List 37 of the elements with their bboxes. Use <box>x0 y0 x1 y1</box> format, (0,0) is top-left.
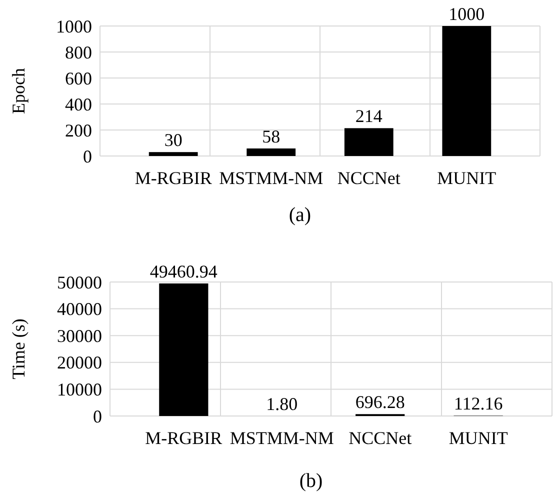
y-tick-label: 40000 <box>57 299 102 320</box>
x-tick-label: MSTMM-NM <box>219 168 324 188</box>
y-axis-title: Time (s) <box>8 318 28 380</box>
y-tick-label: 20000 <box>57 352 102 373</box>
y-tick-label: 600 <box>65 68 92 88</box>
y-tick-label: 50000 <box>57 272 102 292</box>
x-tick-label: NCCNet <box>337 168 400 188</box>
y-tick-label: 1000 <box>56 16 92 36</box>
y-axis-title: Epoch <box>8 68 28 114</box>
y-tick-label: 400 <box>65 94 92 114</box>
y-tick-label: 0 <box>93 406 102 426</box>
bar <box>246 148 296 156</box>
data-label: 49460.94 <box>150 261 218 282</box>
y-tick-label: 30000 <box>57 326 102 346</box>
data-label: 696.28 <box>355 392 405 412</box>
y-tick-label: 10000 <box>57 380 102 400</box>
x-tick-label: M-RGBIR <box>134 168 212 188</box>
bar <box>159 283 208 416</box>
data-label: 112.16 <box>454 394 503 414</box>
y-tick-label: 800 <box>65 42 92 62</box>
data-label: 214 <box>355 106 382 126</box>
data-label: 30 <box>164 130 182 150</box>
x-tick-label: MUNIT <box>448 428 508 448</box>
bar <box>148 152 198 156</box>
data-label: 1000 <box>448 4 485 24</box>
bar <box>344 128 394 156</box>
y-tick-label: 200 <box>65 120 92 140</box>
y-tick-label: 0 <box>83 146 92 166</box>
data-label: 58 <box>262 126 280 146</box>
text: (a) <box>288 204 312 226</box>
text: (b) <box>299 470 323 492</box>
x-tick-label: MUNIT <box>437 168 496 188</box>
x-tick-label: MSTMM-NM <box>230 428 334 448</box>
bar <box>442 26 492 156</box>
x-tick-label: NCCNet <box>348 428 412 448</box>
data-label: 1.80 <box>266 394 298 414</box>
x-tick-label: M-RGBIR <box>145 428 222 448</box>
